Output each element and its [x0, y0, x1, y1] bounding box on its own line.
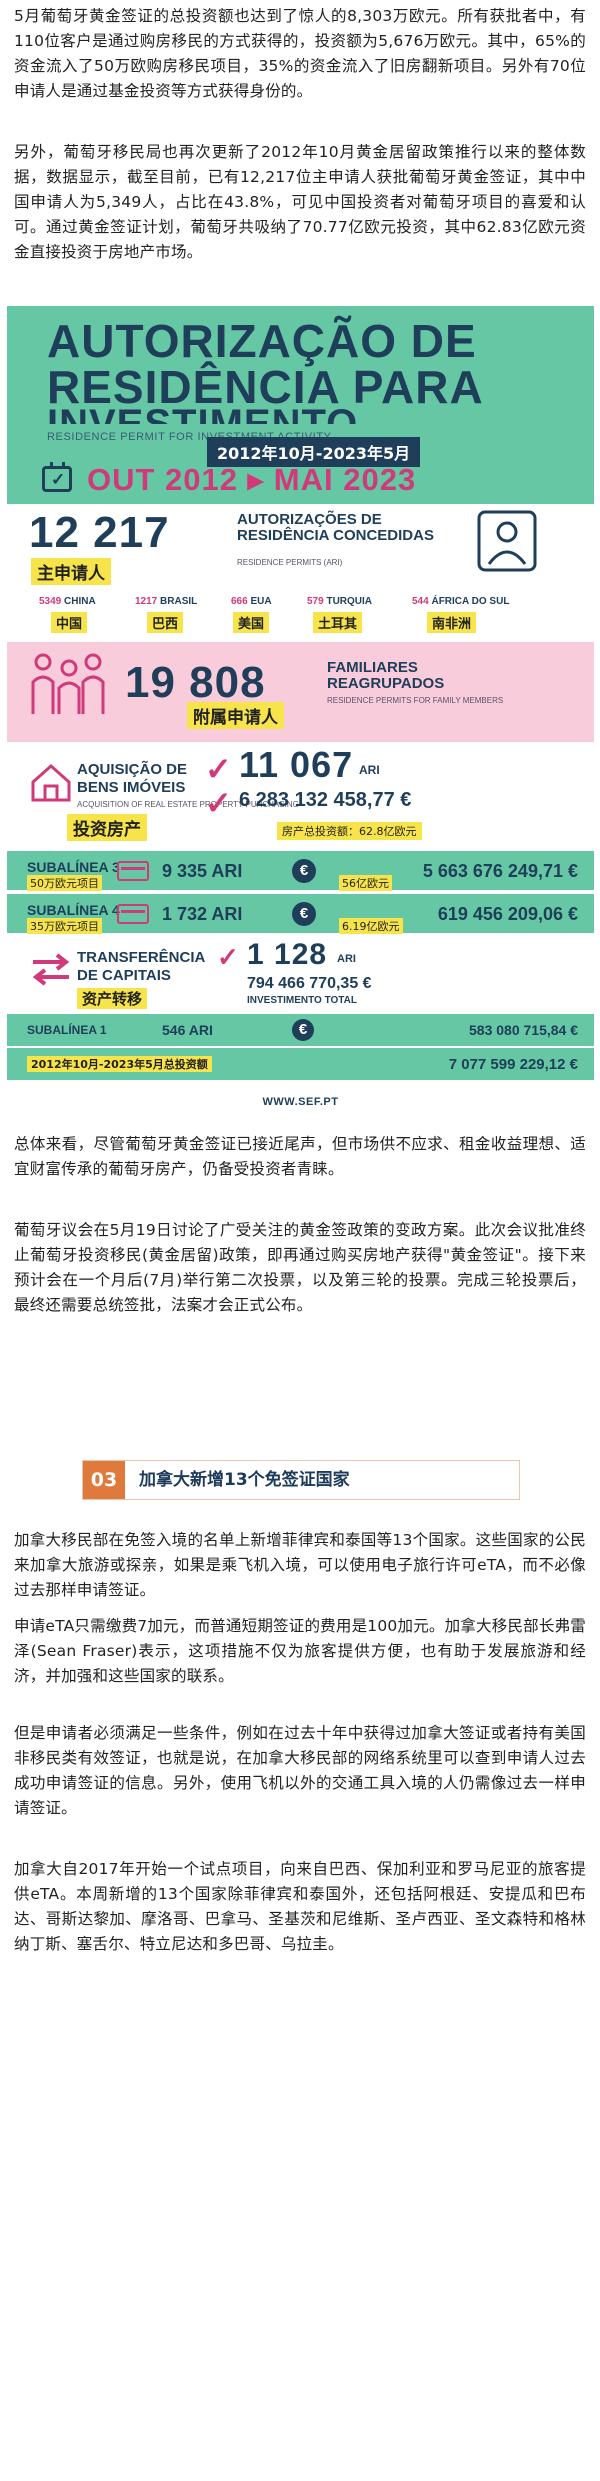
property-cn: 投资房产: [67, 814, 147, 841]
euro-icon: €: [292, 1019, 314, 1041]
main-permits-label: AUTORIZAÇÕES DE RESIDÊNCIA CONCEDIDAS: [237, 511, 434, 544]
property-sublabel: ACQUISITION OF REAL ESTATE PROPERTY PURC…: [77, 800, 299, 809]
transfer-arrows-icon: [32, 953, 70, 986]
capital-ari: ARI: [337, 953, 356, 965]
country-turkey: 579 TURQUIA: [307, 596, 373, 607]
capital-count: 1 128: [247, 938, 328, 971]
source-url: WWW.SEF.PT: [7, 1082, 594, 1122]
house-icon: [31, 763, 71, 802]
property-row-label: SUBALÍNEA 3: [27, 859, 120, 875]
check-icon: ✓: [217, 942, 239, 972]
property-row: SUBALÍNEA 3 9 335 ARI € 5 663 676 249,71…: [7, 851, 594, 892]
section-title: 加拿大新增13个免签证国家: [139, 1470, 350, 1490]
country-china: 5349 CHINA: [39, 596, 96, 607]
family-sublabel: RESIDENCE PERMITS FOR FAMILY MEMBERS: [327, 696, 504, 705]
paragraph-canada-conditions: 但是申请者必须满足一些条件，例如在过去十年中获得过加拿大签证或者持有美国非移民类…: [14, 1724, 586, 1818]
property-row-label: SUBALÍNEA 4: [27, 902, 120, 918]
capital-row: SUBALÍNEA 1 546 ARI € 583 080 715,84 €: [7, 1014, 594, 1048]
property-ari: ARI: [359, 763, 380, 777]
family-panel: [7, 642, 594, 742]
golden-visa-infographic: AUTORIZAÇÃO DE RESIDÊNCIA PARA INVESTIME…: [7, 306, 594, 1122]
infographic-title-line-1: AUTORIZAÇÃO DE: [47, 315, 477, 367]
property-row-value: 5 663 676 249,71 €: [422, 861, 578, 881]
capital-total-label: INVESTIMENTO TOTAL: [247, 995, 358, 1006]
country-cn-brasil: 巴西: [147, 612, 184, 633]
paragraph-canada-fee: 申请eTA只需缴费7加元，而普通短期签证的费用是100加元。加拿大移民部长弗雷泽…: [14, 1617, 586, 1686]
property-row-cn: 35万欧元项目: [27, 918, 102, 934]
property-row: SUBALÍNEA 4 1 732 ARI € 619 456 209,06 €…: [7, 894, 594, 935]
country-usa: 666 EUA: [231, 596, 272, 607]
property-amount: 6 283 132 458,77 €: [239, 789, 412, 811]
property-label-1: AQUISIÇÃO DE: [77, 761, 188, 778]
capital-cn: 资产转移: [77, 988, 148, 1009]
property-row-cn: 50万欧元项目: [27, 875, 102, 891]
euro-icon: €: [292, 859, 316, 883]
total-investment-row: 2012年10月-2023年5月总投资额 7 077 599 229,12 €: [7, 1048, 594, 1082]
country-cn-south-africa: 南非洲: [427, 612, 477, 633]
paragraph-canada-countries: 加拿大自2017年开始一个试点项目，向来自巴西、保加利亚和罗马尼亚的旅客提供eT…: [14, 1860, 586, 1954]
property-row-value-cn: 6.19亿欧元: [339, 918, 403, 934]
country-cn-china: 中国: [51, 612, 88, 633]
property-row-value: 619 456 209,06 €: [437, 904, 578, 924]
paragraph-summary: 总体来看，尽管葡萄牙黄金签证已接近尾声，但市场供不应求、租金收益理想、适宜财富传…: [14, 1135, 586, 1179]
property-total-cn: 房产总投资额：62.8亿欧元: [277, 822, 422, 840]
paragraph-portugal-may: 5月葡萄牙黄金签证的总投资额也达到了惊人的8,303万欧元。所有获批者中，有11…: [14, 7, 586, 101]
check-icon: ✓: [205, 785, 232, 821]
date-range-cn-label: 2012年10月-2023年5月: [207, 437, 421, 467]
family-label: FAMILIARES REAGRUPADOS: [327, 659, 445, 692]
property-label-2: BENS IMÓVEIS: [77, 779, 186, 796]
family-number: 19 808: [125, 658, 266, 707]
card-icon: [117, 904, 149, 924]
capital-row-count: 546 ARI: [162, 1022, 213, 1038]
capital-label-1: TRANSFERÊNCIA: [77, 949, 206, 966]
card-icon: [117, 861, 149, 881]
country-cn-turkey: 土耳其: [313, 612, 363, 633]
family-icon: [31, 653, 105, 714]
section-header: 03 加拿大新增13个免签证国家: [82, 1460, 520, 1500]
capital-row-value: 583 080 715,84 €: [469, 1022, 578, 1038]
capital-label-2: DE CAPITAIS: [77, 967, 171, 984]
property-row-count: 9 335 ARI: [162, 861, 243, 881]
capital-row-label: SUBALÍNEA 1: [27, 1023, 107, 1037]
infographic-title-line-2: RESIDÊNCIA PARA: [47, 361, 484, 413]
check-icon: ✓: [205, 751, 232, 787]
main-permits-number: 12 217: [29, 508, 170, 557]
section-number: 03: [83, 1461, 125, 1499]
capital-amount: 794 466 770,35 €: [247, 975, 372, 992]
paragraph-portugal-overall: 另外，葡萄牙移民局也再次更新了2012年10月黄金居留政策推行以来的整体数据，数…: [14, 143, 586, 262]
paragraph-canada-intro: 加拿大移民部在免签入境的名单上新增菲律宾和泰国等13个国家。这些国家的公民来加拿…: [14, 1531, 586, 1600]
property-row-count: 1 732 ARI: [162, 904, 243, 924]
calendar-check-icon: ✓: [42, 462, 72, 492]
property-count: 11 067: [239, 744, 354, 785]
total-cn: 2012年10月-2023年5月总投资额: [27, 1056, 212, 1072]
date-range: OUT 2012 ▸ MAI 2023: [87, 462, 417, 497]
country-cn-usa: 美国: [233, 612, 270, 633]
total-amount: 7 077 599 229,12 €: [448, 1056, 578, 1073]
person-icon: [477, 510, 537, 572]
paragraph-parliament: 葡萄牙议会在5月19日讨论了广受关注的黄金签政策的变政方案。此次会议批准终止葡萄…: [14, 1221, 586, 1315]
country-brasil: 1217 BRASIL: [135, 596, 198, 607]
property-row-value-cn: 56亿欧元: [339, 875, 392, 891]
euro-icon: €: [292, 902, 316, 926]
family-cn: 附属申请人: [187, 702, 284, 729]
main-applicant-cn: 主申请人: [31, 558, 111, 585]
main-permits-sublabel: RESIDENCE PERMITS (ARI): [237, 558, 343, 567]
country-south-africa: 544 ÁFRICA DO SUL: [412, 596, 510, 607]
